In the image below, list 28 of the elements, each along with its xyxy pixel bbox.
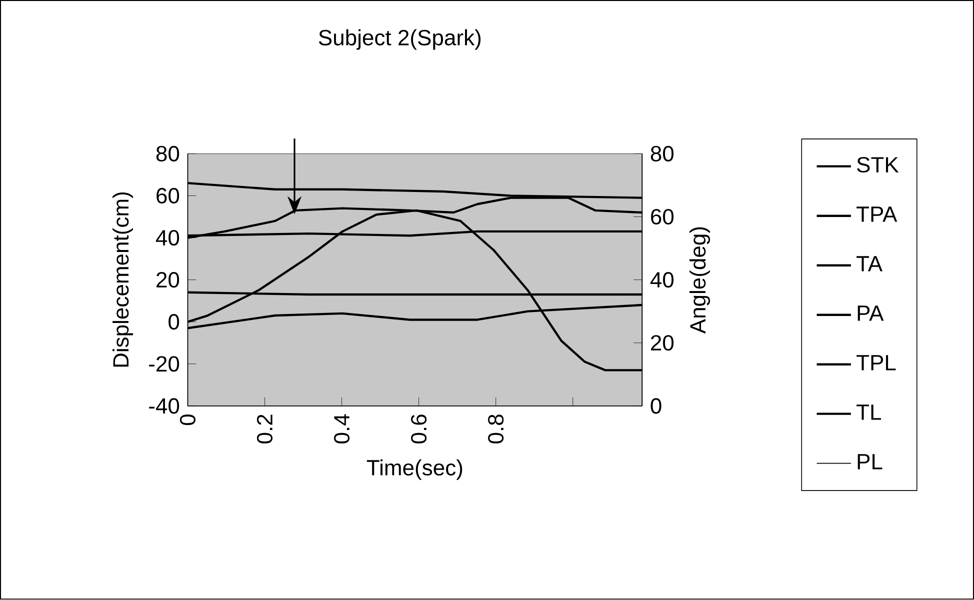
- y2-tick-label: 20: [651, 335, 674, 351]
- y-tick-label: 40: [156, 230, 180, 246]
- y-tick-label: 60: [156, 188, 180, 204]
- y-tick-label: 80: [156, 146, 180, 162]
- x-tick-label: 0: [180, 414, 196, 426]
- y2-tick-label: 40: [650, 272, 674, 288]
- y-tick-label: -40: [149, 398, 180, 414]
- x-tick-label: 0.8: [488, 414, 504, 444]
- legend-label: TL: [856, 404, 882, 420]
- y2-tick-label: 60: [651, 209, 674, 225]
- y2-axis-title: Angle(deg): [690, 228, 710, 334]
- legend-label: TPL: [856, 355, 896, 370]
- legend-label: PA: [858, 306, 884, 321]
- y2-tick-label: 80: [650, 146, 674, 162]
- x-tick-label: 0.4: [334, 414, 350, 444]
- y2-tick-label: 0: [650, 398, 662, 414]
- legend-label: STK: [857, 157, 899, 173]
- chart-title: Subject 2(Spark): [318, 29, 481, 50]
- y-axis-title: Displecement(cm): [112, 192, 134, 367]
- y-tick-label: -20: [149, 356, 180, 372]
- x-tick-label: 0.2: [256, 414, 273, 444]
- x-tick-label: 0.6: [411, 414, 427, 444]
- legend-label: TA: [856, 256, 882, 272]
- legend-label: PL: [858, 454, 882, 470]
- y-tick-label: 0: [168, 314, 180, 330]
- x-axis-title: Time(sec): [366, 460, 462, 480]
- y-tick-label: 20: [156, 272, 180, 288]
- legend-label: TPA: [856, 206, 898, 222]
